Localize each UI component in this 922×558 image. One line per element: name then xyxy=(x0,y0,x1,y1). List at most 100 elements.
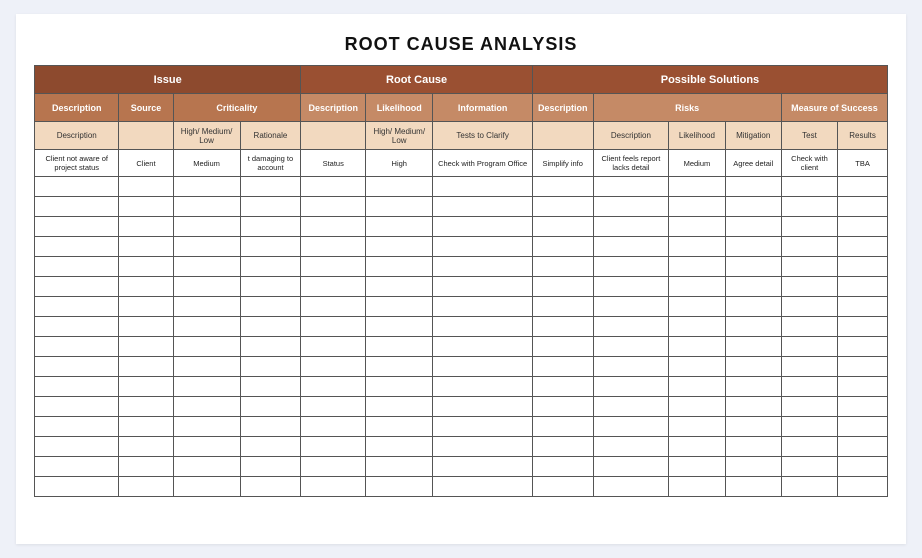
cell-empty xyxy=(593,237,669,257)
cell-empty xyxy=(173,257,240,277)
table-row-empty xyxy=(35,337,888,357)
cell-crit_level: Medium xyxy=(173,150,240,177)
cell-empty xyxy=(301,397,366,417)
cell-empty xyxy=(838,217,888,237)
cell-empty xyxy=(433,277,533,297)
cell-empty xyxy=(669,417,725,437)
cell-empty xyxy=(301,237,366,257)
cell-empty xyxy=(35,377,119,397)
cell-empty xyxy=(119,177,173,197)
cell-empty xyxy=(366,297,433,317)
cell-empty xyxy=(433,357,533,377)
cell-empty xyxy=(173,397,240,417)
cell-empty xyxy=(532,417,593,437)
cell-empty xyxy=(725,477,781,497)
cell-empty xyxy=(781,477,837,497)
cell-empty xyxy=(119,237,173,257)
tert-mos-test: Test xyxy=(781,122,837,150)
cell-empty xyxy=(173,177,240,197)
cell-empty xyxy=(433,477,533,497)
cell-empty xyxy=(669,457,725,477)
sub-issue-description: Description xyxy=(35,94,119,122)
cell-empty xyxy=(366,257,433,277)
cell-empty xyxy=(838,477,888,497)
cell-empty xyxy=(838,417,888,437)
cell-empty xyxy=(838,357,888,377)
cell-empty xyxy=(532,357,593,377)
cell-empty xyxy=(240,337,301,357)
cell-empty xyxy=(781,297,837,317)
cell-empty xyxy=(240,317,301,337)
cell-empty xyxy=(240,417,301,437)
cell-empty xyxy=(119,377,173,397)
cell-empty xyxy=(838,377,888,397)
cell-empty xyxy=(35,397,119,417)
cell-empty xyxy=(240,197,301,217)
cell-empty xyxy=(433,377,533,397)
cell-empty xyxy=(725,457,781,477)
group-solutions: Possible Solutions xyxy=(532,66,887,94)
table-row-empty xyxy=(35,397,888,417)
cell-empty xyxy=(240,257,301,277)
cell-empty xyxy=(593,297,669,317)
cell-empty xyxy=(366,457,433,477)
cell-empty xyxy=(35,277,119,297)
cell-empty xyxy=(593,477,669,497)
group-root-cause: Root Cause xyxy=(301,66,533,94)
cell-empty xyxy=(781,217,837,237)
sub-issue-source: Source xyxy=(119,94,173,122)
cell-empty xyxy=(532,177,593,197)
cell-empty xyxy=(173,417,240,437)
page-title: ROOT CAUSE ANALYSIS xyxy=(34,34,888,55)
cell-empty xyxy=(119,197,173,217)
cell-empty xyxy=(119,437,173,457)
cell-empty xyxy=(593,357,669,377)
table-row-empty xyxy=(35,237,888,257)
tert-rc-likelihood: High/ Medium/ Low xyxy=(366,122,433,150)
cell-empty xyxy=(366,217,433,237)
cell-empty xyxy=(669,477,725,497)
cell-empty xyxy=(240,437,301,457)
cell-empty xyxy=(119,257,173,277)
cell-empty xyxy=(532,277,593,297)
cell-empty xyxy=(669,197,725,217)
table-row-empty xyxy=(35,317,888,337)
cell-empty xyxy=(532,317,593,337)
cell-empty xyxy=(669,357,725,377)
cell-empty xyxy=(838,237,888,257)
cell-empty xyxy=(301,477,366,497)
cell-empty xyxy=(119,217,173,237)
cell-empty xyxy=(781,177,837,197)
cell-empty xyxy=(593,217,669,237)
cell-empty xyxy=(35,437,119,457)
cell-empty xyxy=(781,337,837,357)
header-row-groups: Issue Root Cause Possible Solutions xyxy=(35,66,888,94)
tert-crit-level: High/ Medium/ Low xyxy=(173,122,240,150)
cell-empty xyxy=(532,397,593,417)
cell-empty xyxy=(301,417,366,437)
sub-measure-of-success: Measure of Success xyxy=(781,94,887,122)
cell-empty xyxy=(838,437,888,457)
cell-empty xyxy=(781,397,837,417)
cell-empty xyxy=(366,417,433,437)
cell-empty xyxy=(669,317,725,337)
cell-rc_like: High xyxy=(366,150,433,177)
cell-empty xyxy=(838,277,888,297)
tert-crit-rationale: Rationale xyxy=(240,122,301,150)
cell-empty xyxy=(240,477,301,497)
table-row-empty xyxy=(35,277,888,297)
cell-empty xyxy=(838,177,888,197)
cell-mos_test: Check with client xyxy=(781,150,837,177)
table-row-empty xyxy=(35,377,888,397)
cell-empty xyxy=(301,257,366,277)
cell-empty xyxy=(301,277,366,297)
cell-empty xyxy=(119,277,173,297)
cell-empty xyxy=(669,337,725,357)
cell-empty xyxy=(35,337,119,357)
sub-rc-information: Information xyxy=(433,94,533,122)
cell-empty xyxy=(119,457,173,477)
cell-empty xyxy=(593,197,669,217)
cell-empty xyxy=(669,257,725,277)
cell-empty xyxy=(781,257,837,277)
table-row: Client not aware of project statusClient… xyxy=(35,150,888,177)
